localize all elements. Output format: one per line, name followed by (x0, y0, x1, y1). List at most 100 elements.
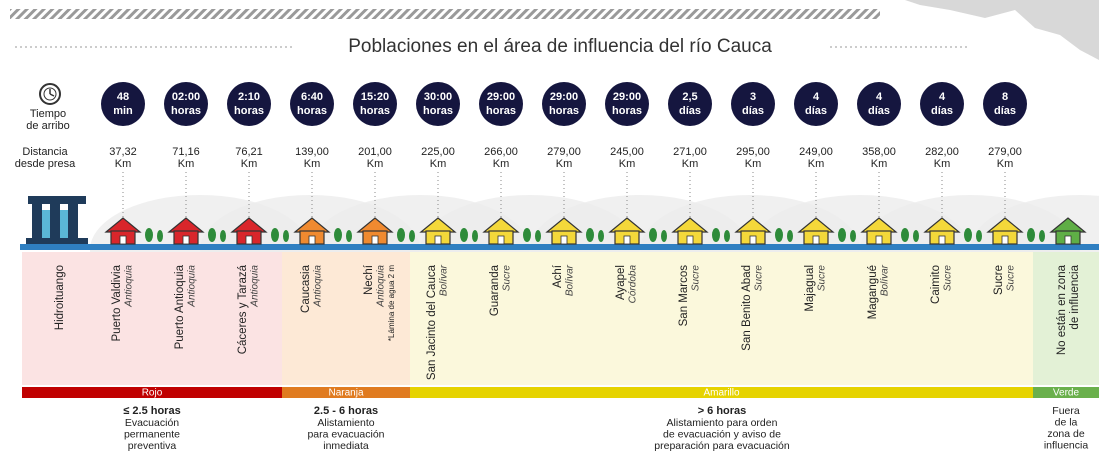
distance-unit: Km (619, 158, 636, 170)
house-door (560, 235, 568, 245)
tree (586, 228, 594, 242)
place-name: Achí (552, 264, 564, 288)
tree (649, 228, 657, 242)
distance-unit: Km (241, 158, 258, 170)
distance-unit: Km (304, 158, 321, 170)
distance-unit: Km (556, 158, 573, 170)
tree (283, 230, 289, 242)
distance-value: 279,00 (547, 146, 581, 158)
time-value: 8 (1002, 91, 1008, 103)
time-value: 29:00 (550, 91, 578, 103)
time-badge (227, 82, 271, 126)
time-unit: horas (486, 105, 516, 117)
time-value: 29:00 (613, 91, 641, 103)
house-door (938, 235, 946, 245)
dam-icon (26, 196, 88, 244)
distance-label: desde presa (15, 158, 76, 170)
place-name: Sucre (993, 265, 1005, 295)
zone-description: inmediata (323, 440, 369, 452)
place-dept: Bolívar (565, 264, 576, 296)
zone-bar (282, 387, 410, 398)
time-value: 6:40 (301, 91, 323, 103)
tree (838, 228, 846, 242)
place-name: Puerto Antioquia (174, 264, 186, 349)
zone-heading: > 6 horas (698, 405, 747, 417)
distance-value: 225,00 (421, 146, 455, 158)
time-unit: horas (297, 105, 327, 117)
tree (208, 228, 216, 242)
house-door (875, 235, 883, 245)
time-badge (101, 82, 145, 126)
tree (145, 228, 153, 242)
distance-value: 201,00 (358, 146, 392, 158)
distance-unit: Km (493, 158, 510, 170)
place-name: San Benito Abad (741, 265, 753, 351)
tree (976, 230, 982, 242)
zone-heading: 2.5 - 6 horas (314, 405, 378, 417)
time-value: 2:10 (238, 91, 260, 103)
time-badge (605, 82, 649, 126)
time-badge (542, 82, 586, 126)
distance-value: 245,00 (610, 146, 644, 158)
place-dept: Antioquia (313, 265, 324, 308)
zone-bg (282, 252, 410, 385)
time-badge (416, 82, 460, 126)
time-value: 3 (750, 91, 756, 103)
time-unit: días (868, 105, 890, 117)
house-door (812, 235, 820, 245)
distance-value: 295,00 (736, 146, 770, 158)
place-name: Caucasia (300, 264, 312, 313)
time-badge (668, 82, 712, 126)
river (20, 244, 1099, 250)
place-dept: Sucre (817, 265, 828, 292)
place-dept: Sucre (754, 265, 765, 292)
distance-unit: Km (934, 158, 951, 170)
tree (598, 230, 604, 242)
distance-unit: Km (808, 158, 825, 170)
zone-description: permanente (124, 428, 180, 440)
house-door (434, 235, 442, 245)
place-dept: Bolívar (880, 264, 891, 296)
zone-bg (410, 252, 1033, 385)
distance-value: 271,00 (673, 146, 707, 158)
time-unit: días (931, 105, 953, 117)
house-door (371, 235, 379, 245)
place-name: de influencia (1069, 264, 1081, 329)
arrival-label: Tiempo (30, 108, 66, 120)
place-name: Caimito (930, 265, 942, 304)
zone-bar (1033, 387, 1099, 398)
tree (901, 228, 909, 242)
tree (157, 230, 163, 242)
house-door (1064, 235, 1072, 245)
zone-description: de evacuación y aviso de (663, 428, 781, 440)
time-unit: horas (234, 105, 264, 117)
place-dept: Sucre (943, 265, 954, 292)
clock-icon (39, 83, 61, 105)
distance-value: 282,00 (925, 146, 959, 158)
distance-unit: Km (430, 158, 447, 170)
time-unit: horas (360, 105, 390, 117)
time-badge (857, 82, 901, 126)
time-badge (290, 82, 334, 126)
zone-bar (22, 387, 282, 398)
time-value: 02:00 (172, 91, 200, 103)
time-unit: días (805, 105, 827, 117)
distance-unit: Km (871, 158, 888, 170)
tree (775, 228, 783, 242)
time-badge (920, 82, 964, 126)
distance-unit: Km (997, 158, 1014, 170)
time-unit: días (679, 105, 701, 117)
place-dept: Sucre (502, 265, 513, 292)
place-name: No están en zona (1056, 264, 1068, 355)
place-dept: Antioquia (250, 265, 261, 308)
distance-unit: Km (115, 158, 132, 170)
zone-bg (1033, 252, 1099, 385)
time-value: 2,5 (682, 91, 697, 103)
house-door (245, 235, 253, 245)
place-note: *Lámina de agua 2 m (387, 265, 396, 341)
place-name: Ayapel (615, 265, 627, 300)
place-dept: Córdoba (628, 265, 639, 304)
house-door (1001, 235, 1009, 245)
place-name: Nechí (363, 264, 375, 295)
